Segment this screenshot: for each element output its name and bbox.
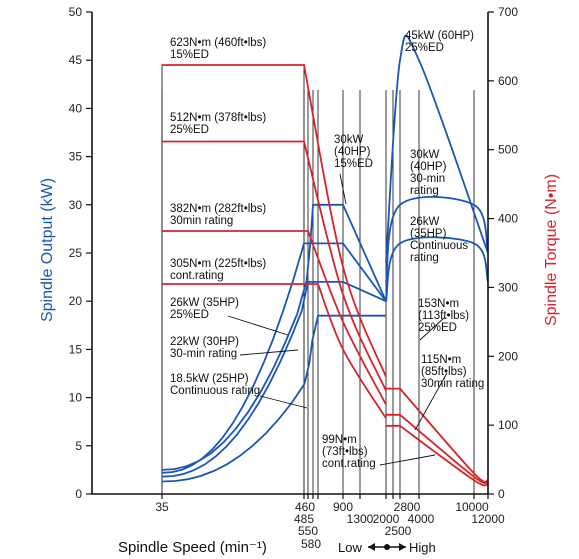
annotation-a1-line-0: 623N•m (460ft•lbs): [170, 37, 266, 49]
annotation-a12-line-0: 153N•m: [418, 298, 459, 310]
output-series-line-6: [385, 236, 489, 302]
annotation-a11-line-3: rating: [410, 252, 439, 264]
y-tick-right-label-6: 600: [498, 74, 518, 88]
annotation-a9-line-0: 45kW (60HP): [405, 30, 474, 42]
output-series-line-3: [161, 203, 387, 471]
x-tick-label-11: 10000: [455, 500, 489, 514]
leader-line-0: [227, 315, 289, 336]
annotation-a13-line-1: (85ft•lbs): [421, 366, 467, 378]
y-tick-left-label-7: 35: [69, 150, 83, 164]
x-tick-label-8: 2500: [385, 524, 412, 538]
output-series-line-0: [161, 242, 387, 474]
annotation-a3-line-1: 30min rating: [170, 215, 233, 227]
annotation-a8-line-0: 30kW: [334, 134, 364, 146]
torque-series-line-2: [162, 230, 387, 405]
annotation-a7-line-0: 18.5kW (25HP): [170, 373, 249, 385]
annotation-a8-line-1: (40HP): [334, 146, 371, 158]
y-tick-right-label-4: 400: [498, 212, 518, 226]
x-tick-label-2: 485: [294, 512, 314, 526]
leader-line-2: [259, 395, 308, 409]
annotation-a6-line-1: 30-min rating: [170, 348, 237, 360]
y-axis-title-left: Spindle Output (kW): [39, 178, 56, 322]
output-series-line-2: [161, 314, 386, 483]
y-tick-right-label-3: 300: [498, 280, 518, 294]
torque-series-line-6: [386, 424, 489, 487]
x-axis-title: Spindle Speed (min⁻¹): [118, 539, 267, 556]
annotation-a12-line-2: 25%ED: [418, 322, 457, 334]
annotation-a7-line-1: Continuous rating: [170, 385, 260, 397]
annotation-a12-line-1: (113ft•lbs): [418, 310, 469, 322]
torque-series-line-3: [162, 283, 387, 419]
leader-line-1: [239, 349, 299, 356]
annotation-a14-line-1: (73ft•lbs): [322, 446, 368, 458]
annotation-a4-line-1: cont.rating: [170, 270, 224, 282]
annotation-a11-line-2: Continuous: [410, 240, 468, 252]
y-tick-left-label-1: 5: [75, 439, 82, 453]
x-tick-label-3: 550: [298, 524, 318, 538]
torque-series-line-5: [386, 413, 489, 484]
annotation-a5-line-1: 25%ED: [170, 309, 209, 321]
annotation-a13-line-0: 115N•m: [421, 354, 461, 366]
annotation-a9-line-1: 25%ED: [405, 42, 444, 54]
y-tick-left-label-6: 30: [69, 198, 83, 212]
x-tick-label-1: 460: [295, 500, 315, 514]
annotation-a10-line-3: rating: [410, 185, 439, 197]
annotation-a2-line-1: 25%ED: [170, 124, 209, 136]
output-series-line-5: [385, 196, 489, 283]
x-tick-label-0: 35: [155, 500, 169, 514]
y-tick-right-label-1: 100: [498, 418, 518, 432]
y-tick-right-label-0: 0: [498, 487, 505, 501]
annotation-a2-line-0: 512N•m (378ft•lbs): [170, 112, 266, 124]
output-series-line-4: [385, 34, 489, 263]
annotation-a4-line-0: 305N•m (225ft•lbs): [170, 258, 266, 270]
x-tick-label-10: 4000: [408, 512, 435, 526]
output-series-line-1: [161, 281, 387, 478]
x-tick-label-12: 12000: [471, 512, 505, 526]
y-tick-right-label-2: 200: [498, 349, 518, 363]
x-tick-label-4: 580: [301, 537, 321, 551]
x-tick-label-9: 2800: [394, 500, 421, 514]
x-tick-label-5: 900: [333, 500, 353, 514]
y-tick-left-label-10: 50: [69, 5, 83, 19]
x-tick-label-7: 2000: [373, 512, 400, 526]
leader-line-4: [419, 316, 446, 341]
annotation-a8-line-2: 15%ED: [334, 158, 373, 170]
y-tick-right-label-5: 500: [498, 143, 518, 157]
annotation-a11-line-1: (35HP): [410, 228, 447, 240]
leader-line-6: [379, 454, 436, 466]
annotation-a3-line-0: 382N•m (282ft•lbs): [170, 203, 266, 215]
y-tick-left-label-0: 0: [75, 487, 82, 501]
annotation-a1-line-1: 15%ED: [170, 49, 209, 61]
annotation-a14-line-0: 99N•m: [322, 434, 357, 446]
y-tick-left-label-9: 45: [69, 53, 83, 67]
y-tick-left-label-4: 20: [69, 294, 83, 308]
annotation-a10-line-1: (40HP): [410, 161, 447, 173]
annotation-a13-line-2: 30min rating: [421, 378, 484, 390]
torque-series-line-4: [386, 387, 489, 483]
annotation-a5-line-0: 26kW (35HP): [170, 297, 239, 309]
annotation-a6-line-0: 22kW (30HP): [170, 336, 239, 348]
leader-line-5: [414, 372, 448, 431]
y-tick-left-label-2: 10: [69, 391, 83, 405]
annotation-a10-line-0: 30kW: [410, 149, 440, 161]
annotation-a11-line-0: 26kW: [410, 216, 440, 228]
x-tick-label-6: 1300: [347, 512, 374, 526]
y-tick-left-label-5: 25: [69, 246, 83, 260]
annotation-a10-line-2: 30-min: [410, 173, 445, 185]
annotation-a14-line-2: cont.rating: [322, 458, 376, 470]
y-axis-title-right: Spindle Torque (N•m): [543, 174, 560, 326]
low-label: Low: [338, 540, 362, 555]
leader-line-3: [339, 173, 347, 205]
y-tick-left-label-3: 15: [69, 342, 83, 356]
low-high-double-arrow-icon: [368, 543, 406, 551]
torque-series-line-1: [162, 140, 387, 392]
y-tick-left-label-8: 40: [69, 101, 83, 115]
torque-series-line-0: [162, 64, 387, 378]
y-tick-right-label-7: 700: [498, 5, 518, 19]
high-label: High: [409, 540, 436, 555]
